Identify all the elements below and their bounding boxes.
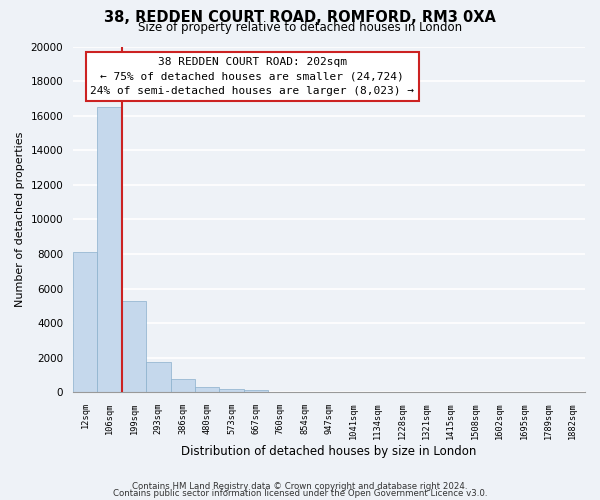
Bar — [220, 388, 244, 392]
Bar — [170, 380, 195, 392]
X-axis label: Distribution of detached houses by size in London: Distribution of detached houses by size … — [181, 444, 477, 458]
Bar — [244, 390, 268, 392]
Bar — [195, 387, 220, 392]
Bar — [146, 362, 170, 392]
Text: 38 REDDEN COURT ROAD: 202sqm
← 75% of detached houses are smaller (24,724)
24% o: 38 REDDEN COURT ROAD: 202sqm ← 75% of de… — [90, 57, 414, 96]
Bar — [97, 107, 122, 393]
Text: Size of property relative to detached houses in London: Size of property relative to detached ho… — [138, 21, 462, 34]
Bar — [73, 252, 97, 392]
Text: Contains HM Land Registry data © Crown copyright and database right 2024.: Contains HM Land Registry data © Crown c… — [132, 482, 468, 491]
Bar — [122, 301, 146, 392]
Y-axis label: Number of detached properties: Number of detached properties — [15, 132, 25, 307]
Text: 38, REDDEN COURT ROAD, ROMFORD, RM3 0XA: 38, REDDEN COURT ROAD, ROMFORD, RM3 0XA — [104, 10, 496, 25]
Text: Contains public sector information licensed under the Open Government Licence v3: Contains public sector information licen… — [113, 489, 487, 498]
